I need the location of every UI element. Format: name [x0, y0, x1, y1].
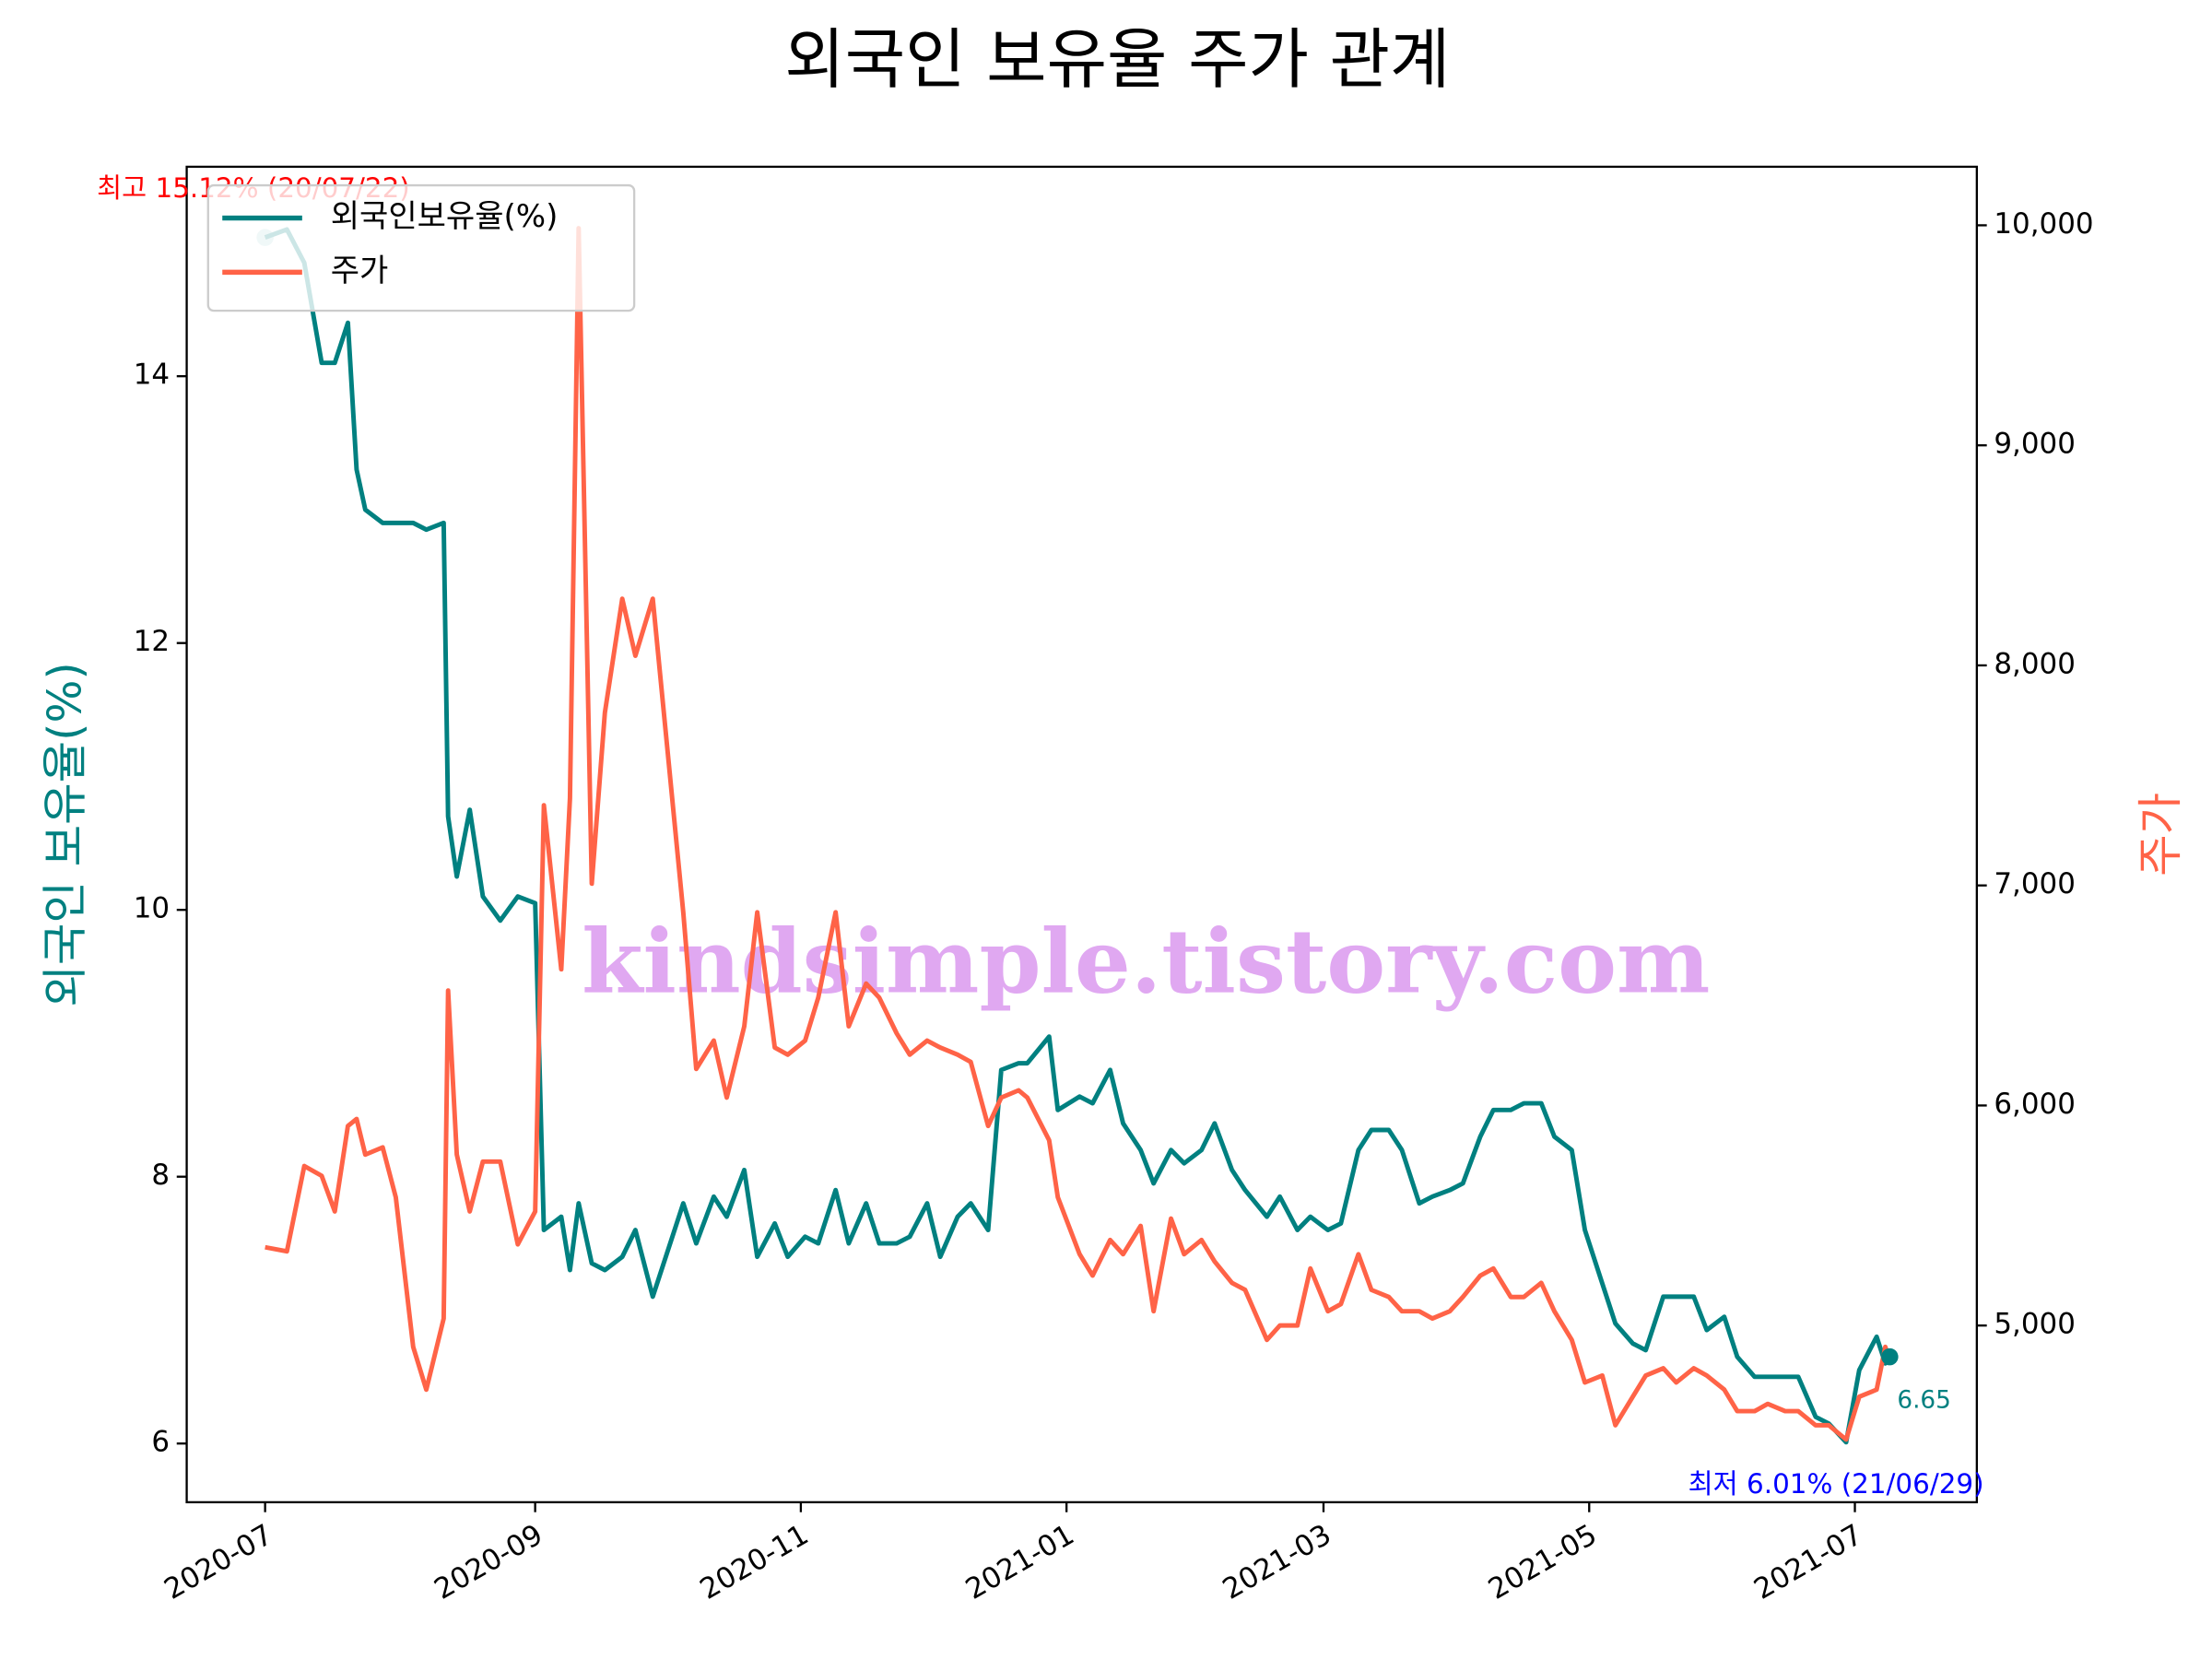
y2-tick-label: 10,000 — [1994, 207, 2093, 241]
y-tick-label: 6 — [151, 1426, 170, 1459]
y-tick-label: 12 — [134, 625, 170, 658]
legend-label: 외국인보유율(%) — [331, 198, 559, 235]
legend-box — [206, 183, 636, 312]
y-tick-label: 14 — [134, 359, 170, 392]
y2-tick-label: 7,000 — [1994, 867, 2075, 900]
y2-tick-label: 5,000 — [1994, 1308, 2075, 1341]
y-tick-label: 8 — [151, 1159, 170, 1192]
series-line — [265, 226, 1892, 1442]
y2-tick-label: 8,000 — [1994, 647, 2075, 680]
y-axis-label: 외국인 보유율(%) — [39, 662, 92, 1006]
chart-title: 외국인 보유율 주가 관계 — [784, 21, 1450, 98]
y2-tick-label: 6,000 — [1994, 1088, 2075, 1121]
annotation: 6.65 — [1897, 1387, 1950, 1415]
y2-tick-label: 9,000 — [1994, 428, 2075, 461]
series-line — [264, 227, 1892, 1445]
annotation: 최저 6.01% (21/06/29) — [1688, 1468, 1984, 1500]
legend-label: 주가 — [331, 253, 389, 289]
endpoint-dot — [1881, 1347, 1899, 1366]
y2-axis-label: 주가 — [2134, 793, 2187, 877]
y-tick-label: 10 — [134, 892, 170, 925]
plot-frame — [185, 165, 1979, 1504]
legend: 외국인보유율(%) 주가 — [206, 183, 636, 312]
